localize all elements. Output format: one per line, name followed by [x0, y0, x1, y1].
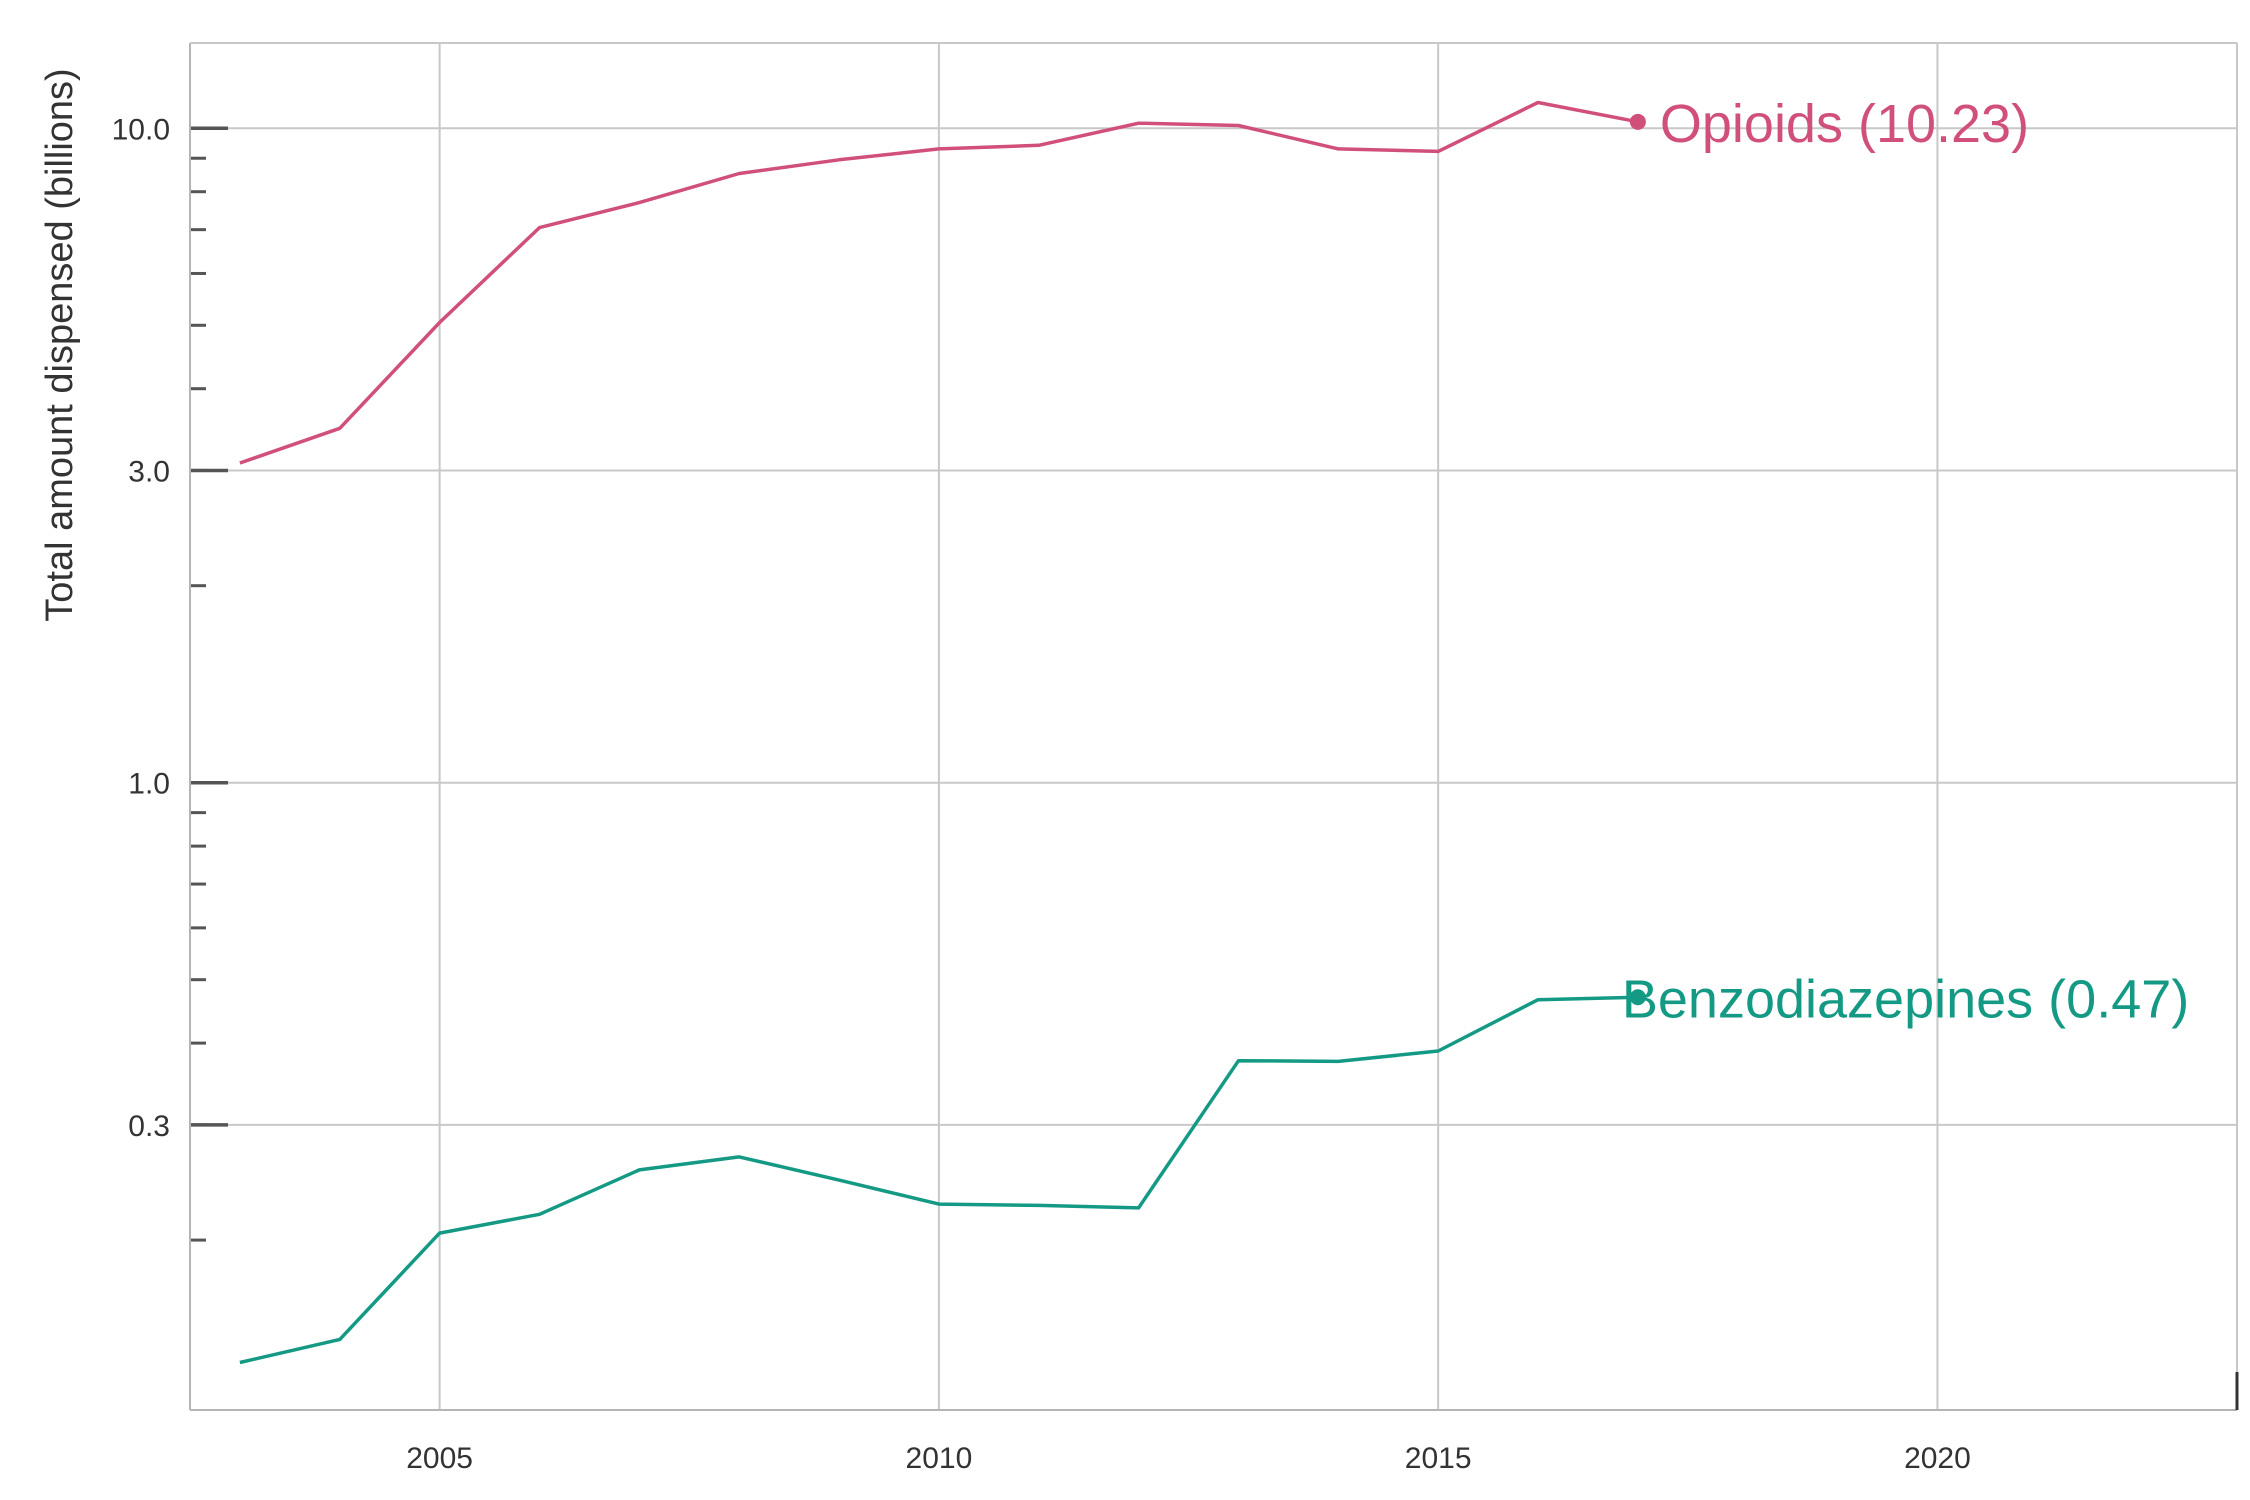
x-tick-label: 2005: [406, 1442, 473, 1475]
y-tick-label: 1.0: [128, 768, 170, 801]
x-tick-labels: 2005 2010 2015 2020: [406, 1442, 1971, 1475]
benzodiazepines-label: Benzodiazepines (0.47): [1622, 969, 2189, 1029]
y-tick-label: 3.0: [128, 455, 170, 488]
series-lines: [239, 100, 1646, 1365]
x-tick-label: 2015: [1405, 1442, 1472, 1475]
y-tick-label: 0.3: [128, 1110, 170, 1143]
y-tick-labels: 0.3 1.0 3.0 10.0: [112, 113, 170, 1143]
opioids-end-point: [1629, 113, 1646, 130]
benzodiazepines-line: [239, 995, 1638, 1365]
benzodiazepines-end-point: [1629, 989, 1646, 1006]
axes-frame: [189, 42, 2239, 1411]
opioids-line: [239, 100, 1639, 465]
y-tick-label: 10.0: [112, 113, 170, 146]
y-gridlines: [190, 127, 2237, 1126]
y-minor-ticks: [190, 126, 228, 1242]
series-labels: Opioids (10.23) Benzodiazepines (0.47): [1622, 94, 2189, 1029]
x-tick-label: 2010: [906, 1442, 973, 1475]
opioids-label: Opioids (10.23): [1660, 94, 2029, 154]
x-gridlines: [438, 43, 1939, 1410]
y-axis-title: Total amount dispensed (billions): [39, 68, 81, 621]
x-tick-label: 2020: [1904, 1442, 1971, 1475]
